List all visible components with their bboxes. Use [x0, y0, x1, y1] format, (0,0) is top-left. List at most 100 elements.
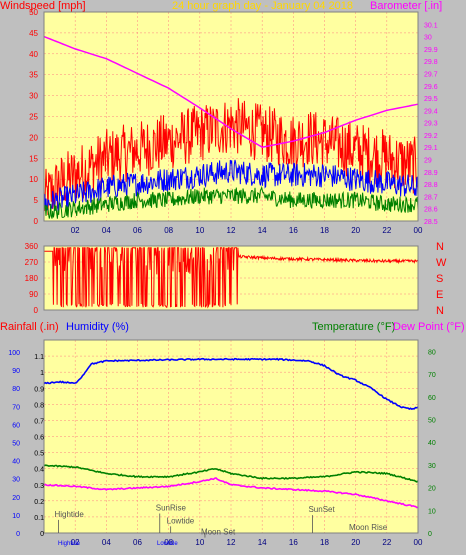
- rain-tick-label: 0.4: [34, 467, 44, 474]
- x-tick-label: 12: [227, 226, 236, 235]
- y-tick-label-right: 29.5: [424, 96, 438, 103]
- series-gust-line: [43, 159, 419, 213]
- y-tick-label: 15: [29, 154, 38, 163]
- rain-tick-label: 0.5: [34, 451, 44, 458]
- direction-tick-label: 180: [25, 274, 39, 283]
- y-tick-label-right: 29.6: [424, 84, 438, 91]
- x-tick-label: 08: [164, 538, 173, 547]
- x-tick-label: 04: [102, 226, 111, 235]
- direction-tick-label: 360: [25, 242, 39, 251]
- y-tick-label: 20: [29, 133, 38, 142]
- x-tick-label: 02: [71, 226, 80, 235]
- humidity-tick-label: 20: [12, 495, 20, 502]
- x-tick-label: 10: [195, 538, 204, 547]
- temperature-tick-label: 10: [428, 508, 436, 515]
- windspeed-axis-label: Windspeed [mph]: [0, 0, 86, 12]
- rain-tick-label: 0.8: [34, 402, 44, 409]
- x-tick-label: 16: [289, 538, 298, 547]
- y-tick-label: 0: [34, 217, 39, 226]
- x-tick-label: 10: [195, 226, 204, 235]
- y-tick-label-right: 30: [424, 35, 432, 42]
- rain-tick-label: 0: [40, 531, 44, 538]
- x-tick-label: 18: [320, 226, 329, 235]
- temperature-tick-label: 0: [428, 531, 432, 538]
- x-bottom-label: Hightide: [58, 541, 81, 547]
- series-dewpoint-line: [43, 477, 419, 509]
- y-tick-label-right: 29: [424, 158, 432, 165]
- y-tick-label-right: 28.9: [424, 170, 438, 177]
- series-temperature-line: [43, 464, 419, 483]
- y-tick-label-right: 29.1: [424, 145, 438, 152]
- x-tick-label: 04: [102, 538, 111, 547]
- y-tick-label: 25: [29, 113, 38, 122]
- x-tick-label: 14: [258, 226, 267, 235]
- y-tick-label-right: 29.4: [424, 108, 438, 115]
- rain-tick-label: 0.7: [34, 418, 44, 425]
- chart-title: 24 hour graph day - January 04 2018: [172, 0, 353, 12]
- temperature-tick-label: 30: [428, 463, 436, 470]
- rain-tick-label: 0.1: [34, 515, 44, 522]
- y-tick-label-right: 29.3: [424, 121, 438, 128]
- x-tick-label: 12: [227, 538, 236, 547]
- direction-tick-label: 0: [34, 306, 39, 315]
- rainfall-axis-label: Rainfall (.in): [0, 321, 59, 333]
- humidity-tick-label: 0: [16, 531, 20, 538]
- annotation-label: Moon Rise: [349, 523, 388, 532]
- series-barometer-line: [43, 35, 419, 148]
- wind-direction-line: [44, 247, 419, 309]
- temperature-tick-label: 50: [428, 417, 436, 424]
- x-tick-label: 08: [164, 226, 173, 235]
- rain-tick-label: 0.3: [34, 483, 44, 490]
- x-tick-label: 16: [289, 226, 298, 235]
- x-tick-label: 06: [133, 538, 142, 547]
- y-tick-label-right: 30.1: [424, 22, 438, 29]
- annotation-label: Hightide: [54, 510, 84, 519]
- y-tick-label: 40: [29, 50, 38, 59]
- compass-label: W: [436, 257, 447, 269]
- humidity-tick-label: 70: [12, 404, 20, 411]
- rain-tick-label: 0.2: [34, 499, 44, 506]
- x-tick-label: 00: [414, 538, 423, 547]
- y-tick-label-right: 28.8: [424, 182, 438, 189]
- compass-label: E: [436, 289, 443, 301]
- x-tick-label: 22: [382, 538, 391, 547]
- x-tick-label: 00: [414, 226, 423, 235]
- direction-tick-label: 270: [25, 258, 39, 267]
- x-tick-label: 02: [71, 538, 80, 547]
- rain-tick-label: 0.6: [34, 435, 44, 442]
- humidity-tick-label: 90: [12, 368, 20, 375]
- rain-tick-label: 0.9: [34, 386, 44, 393]
- temperature-tick-label: 40: [428, 440, 436, 447]
- rain-tick-label: 1.1: [34, 354, 44, 361]
- compass-label: N: [436, 241, 444, 253]
- rain-tick-label: 1: [40, 370, 44, 377]
- humidity-tick-label: 30: [12, 477, 20, 484]
- x-bottom-label: Lowtide: [157, 541, 178, 547]
- y-tick-label: 45: [29, 29, 38, 38]
- x-tick-label: 18: [320, 538, 329, 547]
- temperature-tick-label: 70: [428, 372, 436, 379]
- barometer-axis-label: Barometer [.in]: [370, 0, 442, 12]
- temperature-tick-label: 80: [428, 349, 436, 356]
- annotation-label: Moon Set: [201, 528, 236, 537]
- humidity-axis-label: Humidity (%): [66, 321, 129, 333]
- humidity-tick-label: 60: [12, 422, 20, 429]
- humidity-tick-label: 40: [12, 459, 20, 466]
- annotation-label: SunSet: [308, 505, 335, 514]
- x-tick-label: 20: [351, 226, 360, 235]
- temperature-tick-label: 20: [428, 486, 436, 493]
- humidity-tick-label: 100: [8, 350, 20, 357]
- humidity-tick-label: 80: [12, 386, 20, 393]
- humidity-tick-label: 10: [12, 513, 20, 520]
- y-tick-label: 35: [29, 71, 38, 80]
- x-tick-label: 06: [133, 226, 142, 235]
- temperature-tick-label: 60: [428, 395, 436, 402]
- y-tick-label: 30: [29, 92, 38, 101]
- y-tick-label-right: 28.6: [424, 207, 438, 214]
- y-tick-label-right: 29.9: [424, 47, 438, 54]
- x-tick-label: 20: [351, 538, 360, 547]
- series-wind-line: [43, 98, 419, 216]
- y-tick-label: 50: [29, 8, 38, 17]
- humidity-tick-label: 50: [12, 441, 20, 448]
